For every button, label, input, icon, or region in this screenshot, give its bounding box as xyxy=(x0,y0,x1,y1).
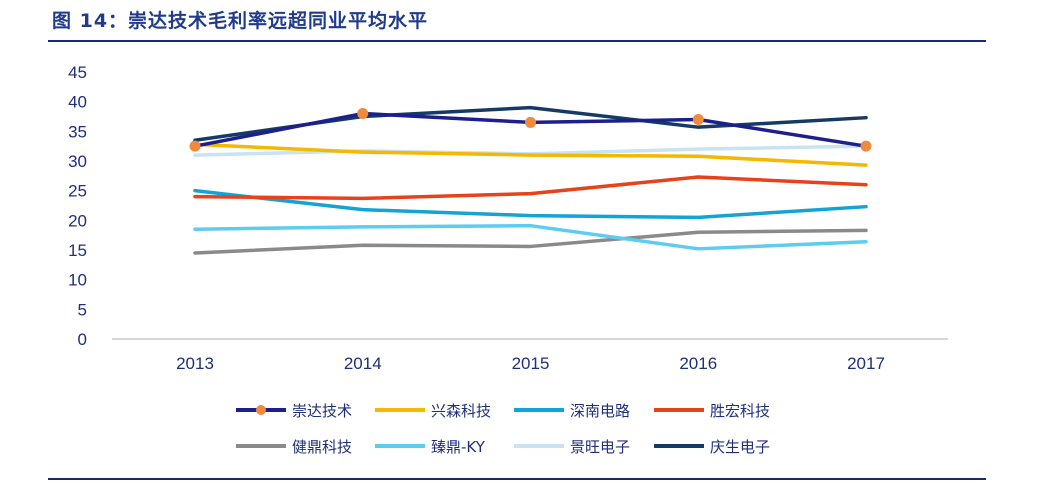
data-point xyxy=(525,116,536,128)
legend-item: 深南电路 xyxy=(514,402,630,420)
y-tick-label: 15 xyxy=(68,241,87,260)
x-tick-label: 2017 xyxy=(847,354,885,373)
legend-label: 胜宏科技 xyxy=(710,402,770,420)
bottom-divider xyxy=(48,478,986,480)
y-tick-label: 35 xyxy=(68,122,87,141)
series-line xyxy=(193,175,868,201)
legend-label: 兴森科技 xyxy=(431,402,491,420)
legend-item: 胜宏科技 xyxy=(654,402,770,420)
chart-title: 图 14：崇达技术毛利率远超同业平均水平 xyxy=(52,10,429,32)
legend-label: 健鼎科技 xyxy=(292,438,352,456)
legend-marker xyxy=(256,405,266,415)
top-divider xyxy=(48,40,986,42)
legend-label: 崇达技术 xyxy=(292,402,352,420)
x-tick-label: 2014 xyxy=(344,354,382,373)
data-point xyxy=(189,140,201,152)
y-tick-label: 40 xyxy=(68,93,87,112)
y-tick-label: 45 xyxy=(68,63,87,82)
data-point xyxy=(692,113,704,125)
x-tick-label: 2015 xyxy=(512,354,550,373)
y-tick-label: 0 xyxy=(78,330,87,349)
series-line xyxy=(193,188,868,220)
axis-layer: 0 5 10 15 20 25 30 35 40 45 2013 2014 2015 2016 2017 xyxy=(68,63,948,373)
y-tick-label: 10 xyxy=(68,271,87,290)
legend-item: 庆生电子 xyxy=(654,438,770,456)
y-tick-label: 25 xyxy=(68,182,87,201)
series-line xyxy=(193,228,868,255)
legend-item: 崇达技术 xyxy=(236,402,352,420)
legend-label: 景旺电子 xyxy=(570,438,630,456)
legend-item: 臻鼎-KY xyxy=(375,438,486,456)
data-point xyxy=(357,108,369,120)
legend-item: 景旺电子 xyxy=(514,438,630,456)
legend-item: 健鼎科技 xyxy=(236,438,352,456)
legend-label: 臻鼎-KY xyxy=(431,438,486,456)
legend-item: 兴森科技 xyxy=(375,402,491,420)
series-layer xyxy=(189,105,872,255)
y-tick-label: 20 xyxy=(68,211,87,230)
x-tick-label: 2013 xyxy=(176,354,214,373)
series-line xyxy=(193,142,868,167)
y-tick-label: 5 xyxy=(78,300,87,319)
legend-label: 深南电路 xyxy=(570,402,630,420)
y-tick-label: 30 xyxy=(68,152,87,171)
legend-label: 庆生电子 xyxy=(710,438,770,456)
data-point xyxy=(860,140,872,152)
series-line xyxy=(193,223,868,251)
x-tick-label: 2016 xyxy=(679,354,717,373)
